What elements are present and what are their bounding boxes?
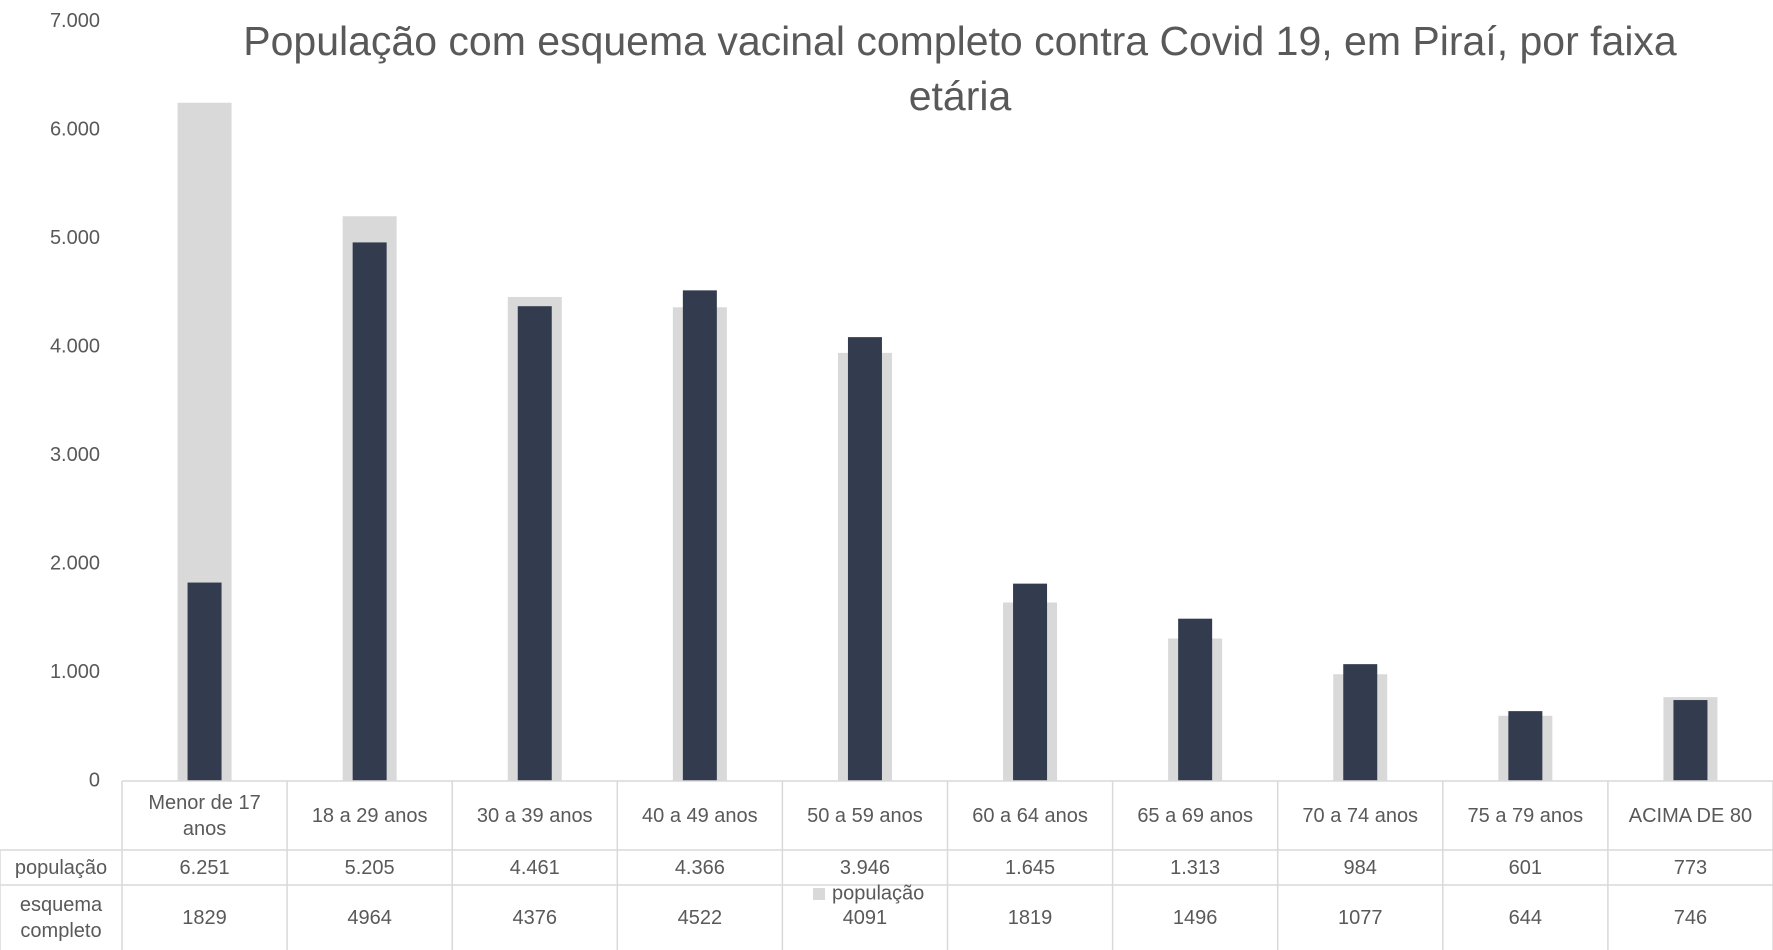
table-value: 1496 <box>1172 906 1218 929</box>
table-value: 3.946 <box>839 856 890 879</box>
bar <box>847 337 882 781</box>
table-value: 1.313 <box>1170 856 1221 879</box>
table-value: 4522 <box>677 906 723 929</box>
table-value: 1077 <box>1337 906 1383 929</box>
table-value: 4376 <box>512 906 557 929</box>
x-tick-label: 70 a 74 anos <box>1302 804 1419 827</box>
table-value: 1819 <box>1007 906 1053 929</box>
y-tick-label: 6.000 <box>50 118 100 140</box>
bar <box>1508 711 1543 781</box>
x-tick-label: 40 a 49 anos <box>642 804 758 827</box>
table-value: 4.461 <box>509 856 560 879</box>
y-tick-label: 2.000 <box>50 552 100 574</box>
y-tick-label: 5.000 <box>50 227 100 249</box>
x-tick-label: Menor de 17 anos <box>148 791 261 840</box>
bar <box>1343 664 1378 781</box>
bar <box>1013 583 1048 781</box>
table-value: 601 <box>1508 856 1543 879</box>
table-value: 984 <box>1343 856 1377 879</box>
bar <box>517 306 552 781</box>
table-value: 6.251 <box>179 856 230 879</box>
legend-swatch <box>813 888 825 900</box>
x-tick-label: ACIMA DE 80 <box>1628 804 1753 827</box>
y-tick-label: 3.000 <box>50 444 100 466</box>
table-value: 4.366 <box>674 856 725 879</box>
x-tick-label: 75 a 79 anos <box>1467 804 1584 827</box>
table-value: 4091 <box>842 906 888 929</box>
bar <box>682 290 717 781</box>
row-header: esquema completo <box>19 893 103 942</box>
chart-title: População com esquema vacinal completo c… <box>243 18 1677 120</box>
table-value: 746 <box>1673 906 1708 929</box>
x-tick-label: 30 a 39 anos <box>476 804 593 827</box>
y-tick-label: 7.000 <box>50 10 100 32</box>
table-value: 1829 <box>182 906 227 929</box>
x-tick-label: 18 a 29 anos <box>311 804 428 827</box>
y-tick-label: 1.000 <box>50 661 100 683</box>
table-value: 1.645 <box>1005 856 1056 879</box>
row-header: população <box>14 856 108 879</box>
y-tick-label: 0 <box>89 769 100 791</box>
x-tick-label: 65 a 69 anos <box>1137 804 1253 827</box>
x-tick-label: 60 a 64 anos <box>972 804 1088 827</box>
y-tick-label: 4.000 <box>50 335 100 357</box>
legend-label: população <box>832 882 924 904</box>
bar <box>1673 700 1708 781</box>
table-value: 644 <box>1508 906 1543 929</box>
table-value: 773 <box>1673 856 1708 879</box>
x-tick-label: 50 a 59 anos <box>807 804 923 827</box>
bar <box>1178 618 1213 781</box>
bar <box>352 242 387 781</box>
table-value: 5.205 <box>344 856 395 879</box>
table-value: 4964 <box>347 906 392 929</box>
bar <box>187 582 222 781</box>
